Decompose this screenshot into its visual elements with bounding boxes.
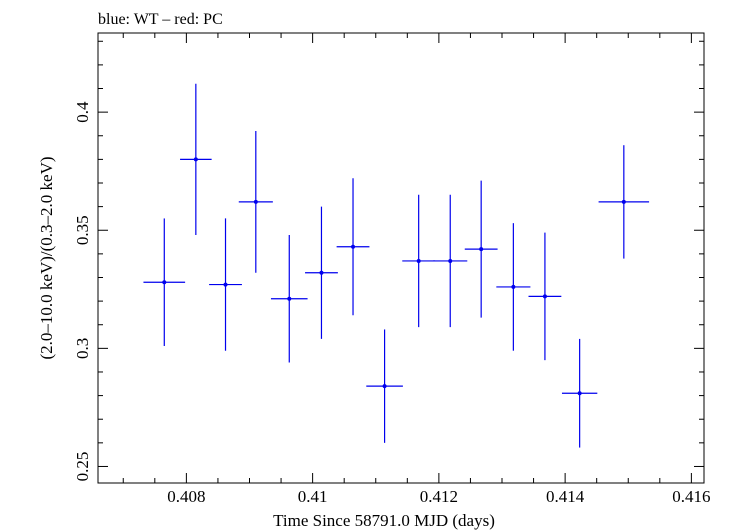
point-marker	[542, 294, 547, 299]
data-point	[528, 232, 562, 361]
point-marker	[621, 199, 626, 204]
data-point	[209, 218, 242, 351]
point-marker	[319, 270, 324, 275]
axis-ticks	[98, 33, 704, 483]
point-marker	[162, 280, 167, 285]
x-tick-label: 0.416	[672, 487, 710, 506]
data-point	[238, 131, 273, 273]
point-marker	[287, 296, 292, 301]
data-point	[402, 194, 436, 328]
point-marker	[382, 384, 387, 389]
data-point	[496, 223, 531, 351]
x-tick-label: 0.414	[546, 487, 585, 506]
y-tick-label: 0.25	[73, 452, 92, 482]
x-tick-label: 0.412	[420, 487, 458, 506]
y-tick-label: 0.4	[73, 101, 92, 123]
data-point	[180, 83, 212, 235]
point-marker	[577, 391, 582, 396]
x-axis-label: Time Since 58791.0 MJD (days)	[273, 511, 495, 530]
x-tick-label: 0.408	[167, 487, 205, 506]
plot-frame	[97, 32, 705, 484]
x-tick-label: 0.41	[298, 487, 328, 506]
data-point	[561, 338, 598, 448]
data-point	[336, 178, 370, 316]
chart-title: blue: WT – red: PC	[98, 11, 223, 28]
data-point	[366, 329, 403, 443]
data-point	[305, 206, 338, 339]
y-tick-label: 0.35	[73, 215, 92, 245]
point-marker	[416, 258, 421, 263]
data-point	[270, 234, 308, 363]
data-point	[598, 145, 650, 259]
data-point	[433, 194, 468, 328]
point-marker	[479, 247, 484, 252]
point-marker	[253, 199, 258, 204]
y-tick-label: 0.3	[73, 338, 92, 359]
y-axis-label: (2.0–10.0 keV)/(0.3–2.0 keV)	[37, 156, 56, 359]
point-marker	[511, 284, 516, 289]
data-points	[143, 83, 650, 448]
point-marker	[193, 157, 198, 162]
tick-labels: 0.408 0.41 0.412 0.414 0.416 0.25 0.3 0.35 0.4	[73, 101, 711, 506]
point-marker	[448, 258, 453, 263]
data-point	[464, 180, 498, 318]
point-marker	[351, 244, 356, 249]
point-marker	[223, 282, 228, 287]
data-point	[143, 218, 186, 346]
